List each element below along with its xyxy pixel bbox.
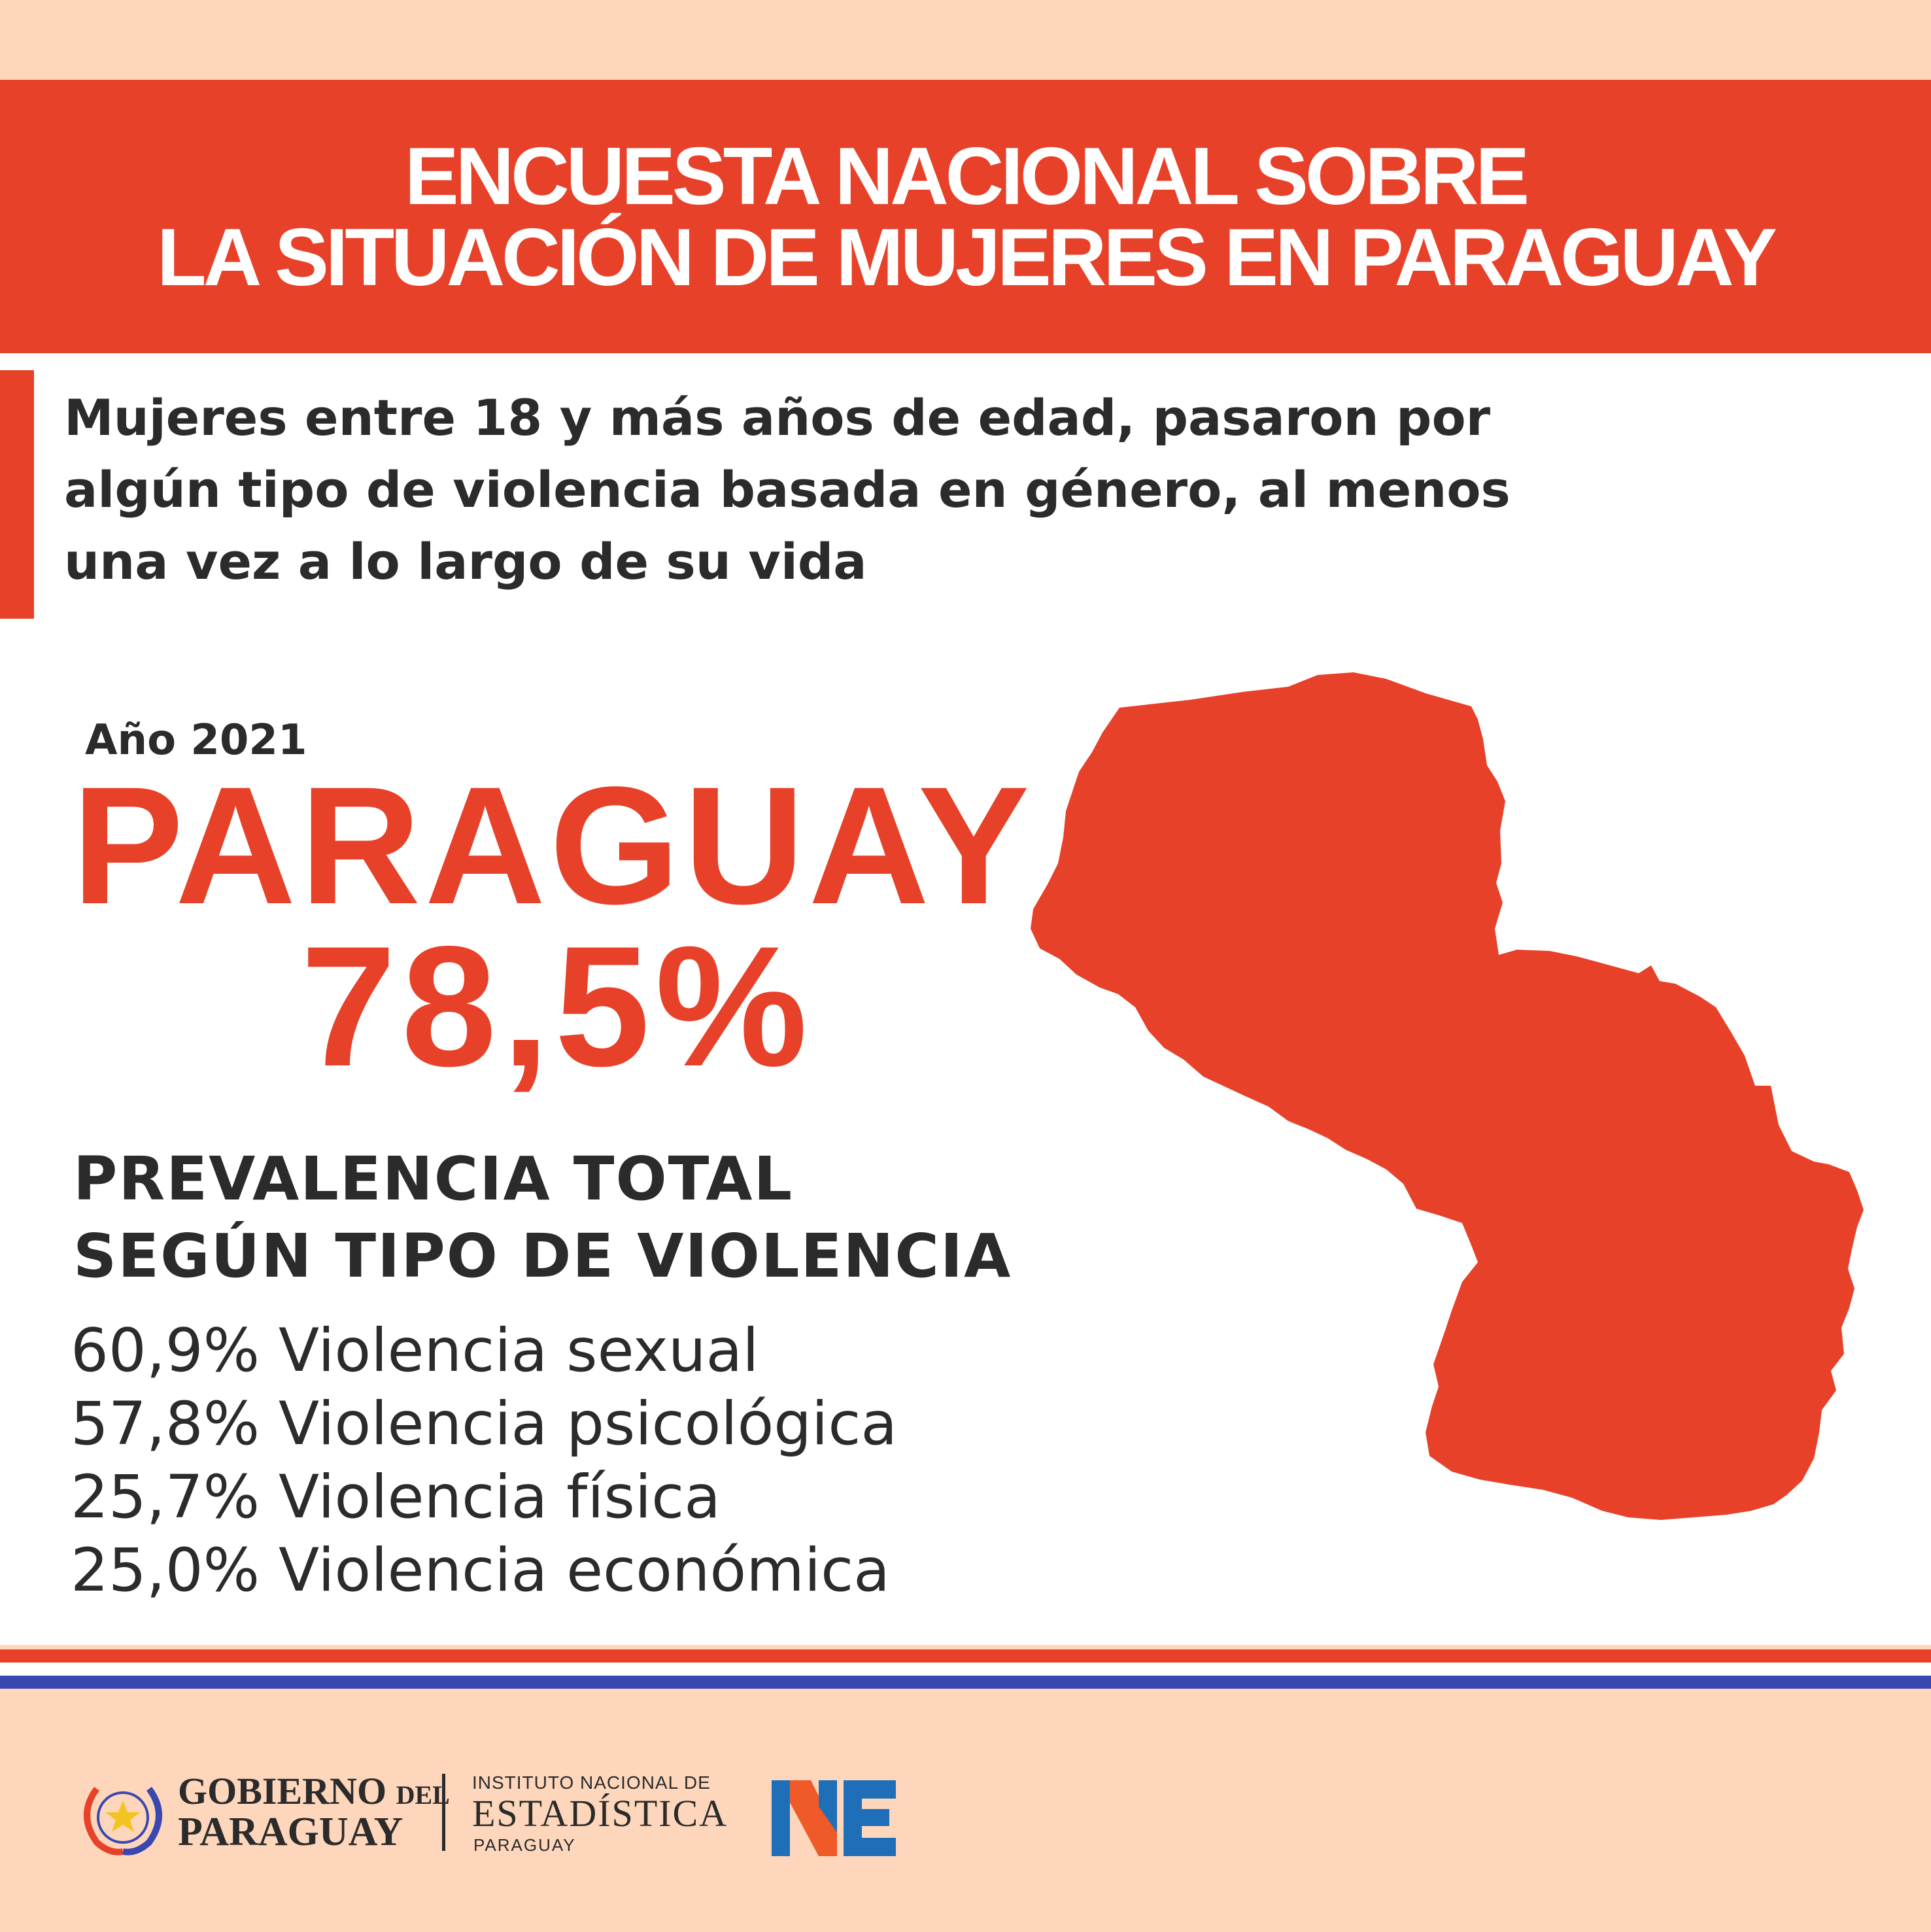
total-percentage: 78,5% (301, 910, 813, 1102)
banner-title-line-2: LA SITUACIÓN DE MUJERES EN PARAGUAY (157, 213, 1777, 303)
ine-name-line-1: INSTITUTO NACIONAL DE (472, 1772, 711, 1793)
ine-logo-icon (772, 1780, 896, 1856)
banner-title-line-1: ENCUESTA NACIONAL SOBRE (404, 131, 1529, 222)
gov-name-line-1: GOBIERNO DEL (178, 1771, 450, 1816)
flag-stripe-white (0, 1663, 1931, 1676)
gov-name-gobierno: GOBIERNO (178, 1770, 387, 1812)
stat-fisica: 25,7% Violencia física (71, 1463, 721, 1532)
footer-divider (442, 1774, 445, 1851)
prevalence-heading-line-1: PREVALENCIA TOTAL (73, 1144, 794, 1214)
gov-name-line-2: PARAGUAY (178, 1810, 403, 1854)
stat-psicologica: 57,8% Violencia psicológica (71, 1390, 898, 1458)
country-heading: PARAGUAY (72, 752, 1034, 939)
government-emblem-icon (84, 1787, 162, 1855)
stat-sexual: 60,9% Violencia sexual (71, 1317, 759, 1385)
prevalence-heading-line-2: SEGÚN TIPO DE VIOLENCIA (73, 1221, 1012, 1291)
subtitle-accent-bar (0, 370, 34, 619)
paraguay-map-icon (1031, 672, 1864, 1520)
header-banner (0, 80, 1931, 353)
subtitle-line-2: algún tipo de violencia basada en género… (64, 460, 1511, 519)
year-label: Año 2021 (85, 716, 307, 765)
flag-stripe-red (0, 1649, 1931, 1663)
gov-name-del: DEL (396, 1780, 450, 1810)
flag-stripe-blue (0, 1676, 1931, 1689)
subtitle-line-1: Mujeres entre 18 y más años de edad, pas… (64, 388, 1491, 447)
ine-name-line-3: PARAGUAY (473, 1835, 576, 1855)
ine-name-line-2: ESTADÍSTICA (472, 1792, 728, 1835)
stat-economica: 25,0% Violencia económica (71, 1536, 890, 1605)
subtitle-line-3: una vez a lo largo de su vida (64, 532, 867, 591)
